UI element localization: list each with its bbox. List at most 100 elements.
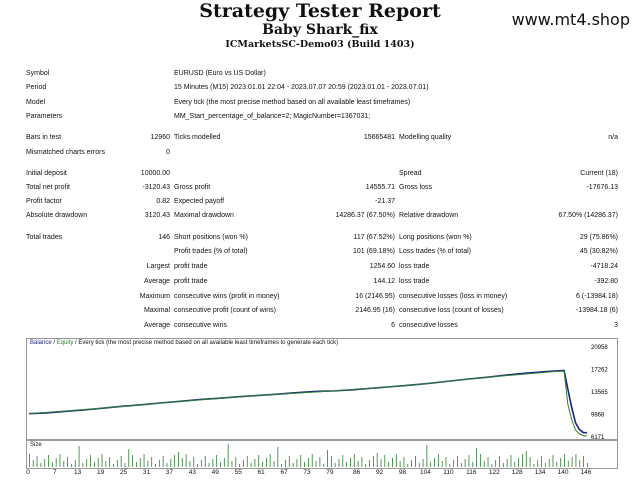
size-label: Size: [30, 442, 42, 448]
size-bar: [315, 461, 317, 467]
size-bar: [220, 462, 221, 467]
largest-profit-label: profit trade: [174, 263, 208, 270]
size-bar: [304, 462, 305, 467]
size-bar: [63, 461, 65, 467]
spread-label: Spread: [399, 170, 422, 177]
size-bar: [457, 456, 458, 467]
payoff-label: Expected payoff: [174, 198, 225, 205]
size-bar: [59, 454, 61, 467]
size-bar: [342, 455, 344, 467]
size-bar: [178, 452, 179, 467]
size-bar: [392, 458, 393, 467]
size-bar: [361, 457, 363, 467]
x-tick-label: 116: [466, 469, 477, 476]
x-tick-label: 122: [488, 469, 500, 476]
size-bar: [120, 456, 122, 467]
size-bar: [231, 461, 233, 467]
size-bar: [296, 459, 298, 467]
size-bar: [158, 460, 160, 467]
avg-loss-value: -392.80: [594, 278, 618, 285]
x-tick-label: 140: [557, 469, 569, 476]
size-bar: [426, 445, 428, 467]
x-tick-label: 19: [96, 469, 105, 476]
size-bar: [556, 462, 558, 467]
avg-cons-wins-label: consecutive wins: [174, 322, 227, 329]
size-bar: [105, 461, 107, 467]
size-bar: [246, 456, 248, 467]
x-tick-label: 104: [420, 469, 431, 476]
x-tick-label: 67: [280, 469, 288, 476]
size-bar: [453, 460, 455, 467]
size-bar: [51, 462, 53, 467]
x-tick-label: 73: [303, 469, 311, 476]
size-bar: [495, 460, 497, 467]
avg-cons-losses-value: 3: [614, 322, 618, 329]
size-bar: [323, 464, 325, 467]
size-bar: [388, 462, 390, 467]
size-bar: [243, 460, 244, 467]
size-bar: [189, 461, 191, 467]
x-tick-label: 0: [26, 469, 30, 476]
avg-loss-label: loss trade: [399, 278, 430, 285]
x-tick-label: 55: [234, 469, 242, 476]
size-bar: [434, 458, 435, 467]
size-bar: [357, 461, 359, 467]
deposit-label: Initial deposit: [26, 170, 67, 177]
size-bar: [537, 460, 539, 467]
reldd-value: 67.50% (14286.37): [558, 212, 618, 219]
y-tick-label: 13565: [591, 390, 608, 396]
size-bar: [208, 463, 210, 467]
size-bar: [277, 447, 279, 467]
payoff-value: -21.37: [375, 198, 395, 205]
profit-trades-value: 101 (69.18%): [352, 248, 395, 255]
size-bar: [174, 455, 176, 467]
grossprofit-value: 14555.71: [365, 184, 395, 191]
size-bar: [575, 454, 577, 467]
size-bar: [533, 464, 535, 467]
size-bar: [151, 457, 153, 467]
size-bar: [170, 459, 172, 467]
profitfactor-value: 0.82: [156, 198, 170, 205]
x-tick-label: 31: [142, 469, 151, 476]
size-bar: [583, 456, 584, 467]
size-bar: [185, 454, 187, 467]
grossprofit-label: Gross profit: [174, 184, 211, 191]
size-bar: [522, 454, 523, 467]
size-bar: [93, 462, 95, 467]
chart-plot: 20958 17262 13565 9868 6171: [28, 345, 608, 439]
size-bar: [269, 454, 271, 467]
x-tick-label: 92: [375, 469, 384, 476]
size-bar: [491, 464, 493, 467]
largest-loss-label: loss trade: [399, 263, 430, 270]
x-tick-label: 43: [188, 469, 196, 476]
netprofit-label: Total net profit: [26, 184, 70, 191]
size-bar: [395, 454, 397, 467]
size-bar: [197, 464, 198, 467]
size-bar: [560, 458, 562, 467]
size-bar: [162, 456, 164, 467]
short-label: Short positions (won %): [174, 234, 248, 241]
size-bar: [254, 459, 256, 467]
avg-profit-value: 144.12: [373, 278, 395, 285]
size-bar: [541, 456, 542, 467]
size-bar: [487, 457, 489, 467]
trades-label: Total trades: [26, 234, 63, 241]
x-tick-label: 49: [211, 469, 219, 476]
size-bar: [250, 463, 252, 467]
x-tick-label: 13: [74, 469, 82, 476]
size-bar: [265, 458, 267, 467]
model-value: Every tick (the most precise method base…: [174, 99, 411, 106]
size-bar: [44, 459, 46, 467]
trades-value: 146: [158, 234, 170, 241]
size-bar: [204, 456, 206, 467]
size-bar: [384, 455, 386, 467]
brand-watermark: www.mt4.shop: [511, 10, 630, 29]
size-bar: [67, 457, 69, 467]
size-bar: [330, 456, 332, 467]
size-bar: [40, 463, 42, 467]
size-bar: [372, 456, 374, 467]
size-bar: [483, 461, 485, 467]
maximal-cons-loss-value: -13984.18 (6): [575, 307, 618, 314]
size-bar: [139, 458, 141, 467]
profit-trades-label: Profit trades (% of total): [174, 248, 248, 255]
